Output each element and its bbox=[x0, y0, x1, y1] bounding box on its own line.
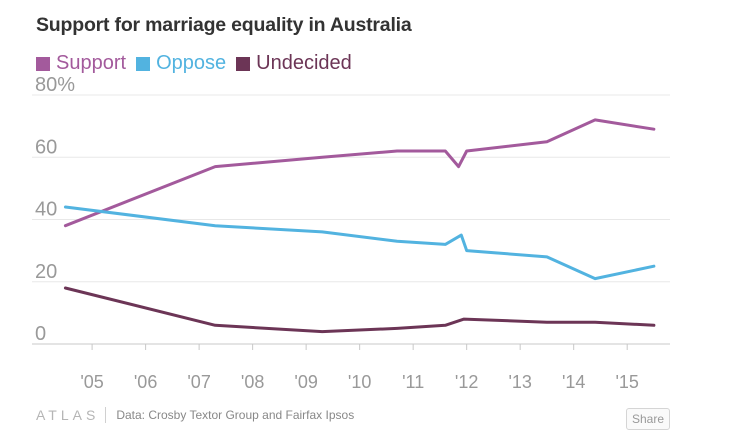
x-tick-label: '12 bbox=[455, 372, 478, 392]
footer-divider bbox=[105, 407, 107, 423]
y-tick-label: 60 bbox=[35, 136, 57, 158]
y-tick-label: 40 bbox=[35, 199, 57, 221]
x-tick-label: '05 bbox=[80, 372, 103, 392]
chart-title: Support for marriage equality in Austral… bbox=[36, 14, 412, 36]
series-line-support bbox=[63, 118, 656, 228]
y-tick-label: 20 bbox=[35, 261, 57, 283]
data-source: Data: Crosby Textor Group and Fairfax Ip… bbox=[116, 408, 355, 422]
y-tick-label: 0 bbox=[35, 323, 46, 345]
x-tick-label: '15 bbox=[615, 372, 638, 392]
chart-legend: Support Oppose Undecided bbox=[36, 52, 362, 75]
series-line-undecided bbox=[63, 286, 656, 334]
footer: ATLAS Data: Crosby Textor Group and Fair… bbox=[36, 407, 354, 423]
atlas-logo[interactable]: ATLAS bbox=[36, 407, 100, 423]
legend-swatch-support bbox=[36, 56, 50, 71]
legend-label-oppose: Oppose bbox=[156, 52, 227, 74]
legend-swatch-oppose bbox=[136, 56, 151, 71]
legend-item-oppose: Oppose bbox=[136, 52, 226, 75]
legend-item-undecided: Undecided bbox=[236, 52, 352, 75]
x-tick-label: '13 bbox=[508, 372, 531, 392]
legend-swatch-undecided bbox=[236, 56, 251, 71]
x-tick-label: '07 bbox=[187, 372, 210, 392]
x-tick-label: '09 bbox=[294, 372, 317, 392]
series-line-oppose bbox=[63, 205, 656, 281]
x-tick-label: '14 bbox=[562, 372, 585, 392]
x-tick-label: '10 bbox=[348, 372, 371, 392]
x-tick-label: '08 bbox=[241, 372, 264, 392]
x-tick-label: '06 bbox=[134, 372, 157, 392]
legend-item-support: Support bbox=[36, 52, 126, 75]
x-tick-label: '11 bbox=[402, 372, 424, 392]
legend-label-support: Support bbox=[56, 52, 127, 74]
share-button[interactable]: Share bbox=[626, 408, 670, 430]
y-tick-label: 80% bbox=[35, 74, 75, 96]
legend-label-undecided: Undecided bbox=[256, 52, 352, 74]
